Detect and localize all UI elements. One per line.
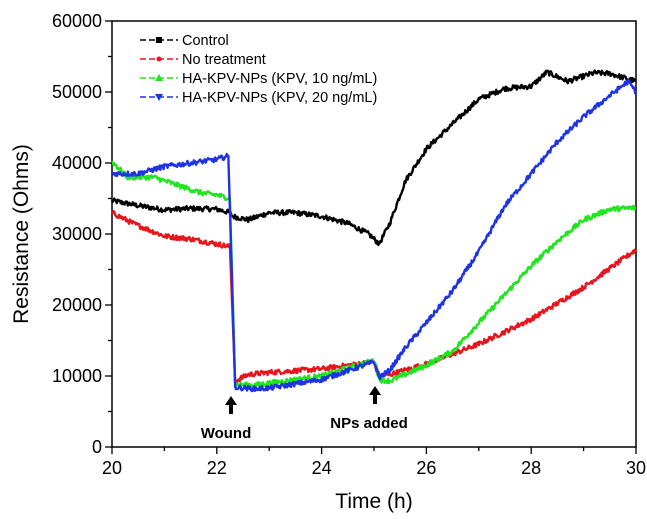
annotation-wound: Wound xyxy=(201,396,252,442)
legend-entry-no-treatment: No treatment xyxy=(140,52,266,68)
y-tick-label: 10000 xyxy=(52,366,102,386)
x-tick-label: 24 xyxy=(312,458,332,478)
legend-marker-control xyxy=(156,37,162,43)
x-axis-title: Time (h) xyxy=(335,490,412,513)
legend-marker-kpv-20 xyxy=(155,94,163,101)
x-tick-labels: 20 22 24 26 28 30 xyxy=(102,458,646,478)
x-tick-label: 30 xyxy=(626,458,646,478)
y-tick-label: 60000 xyxy=(52,11,102,31)
x-tick-label: 28 xyxy=(521,458,541,478)
annotation-label-nps-added: NPs added xyxy=(330,415,408,432)
y-tick-label: 40000 xyxy=(52,153,102,173)
annotation-nps-added: NPs added xyxy=(330,386,408,432)
legend-label-control: Control xyxy=(182,33,229,49)
y-tick-labels: 0 10000 20000 30000 40000 50000 60000 xyxy=(52,11,102,457)
up-arrow-icon xyxy=(225,396,237,414)
legend-marker-no-treatment xyxy=(156,56,162,62)
x-tick-label: 22 xyxy=(207,458,227,478)
legend: Control No treatment HA-KPV-NPs (KPV, 10… xyxy=(140,33,377,106)
legend-label-kpv-20: HA-KPV-NPs (KPV, 20 ng/mL) xyxy=(182,90,377,106)
legend-label-kpv-10: HA-KPV-NPs (KPV, 10 ng/mL) xyxy=(182,71,377,87)
series-line-2 xyxy=(110,160,637,389)
legend-marker-kpv-10 xyxy=(155,74,163,81)
y-axis-title: Resistance (Ohms) xyxy=(10,144,33,324)
y-tick-label: 30000 xyxy=(52,224,102,244)
x-tick-label: 26 xyxy=(416,458,436,478)
x-axis-ticks xyxy=(111,447,637,454)
y-tick-label: 0 xyxy=(92,437,102,457)
annotation-label-wound: Wound xyxy=(201,425,252,442)
legend-entry-kpv-20: HA-KPV-NPs (KPV, 20 ng/mL) xyxy=(140,90,377,106)
y-tick-label: 50000 xyxy=(52,82,102,102)
legend-label-no-treatment: No treatment xyxy=(182,52,266,68)
series-line-3 xyxy=(111,78,638,393)
legend-entry-kpv-10: HA-KPV-NPs (KPV, 10 ng/mL) xyxy=(140,71,377,87)
y-axis-ticks xyxy=(105,20,112,448)
series-layer xyxy=(110,69,638,393)
y-tick-label: 20000 xyxy=(52,295,102,315)
up-arrow-icon xyxy=(369,386,381,404)
series-line-0 xyxy=(110,69,637,247)
x-tick-label: 20 xyxy=(102,458,122,478)
legend-entry-control: Control xyxy=(140,33,229,49)
